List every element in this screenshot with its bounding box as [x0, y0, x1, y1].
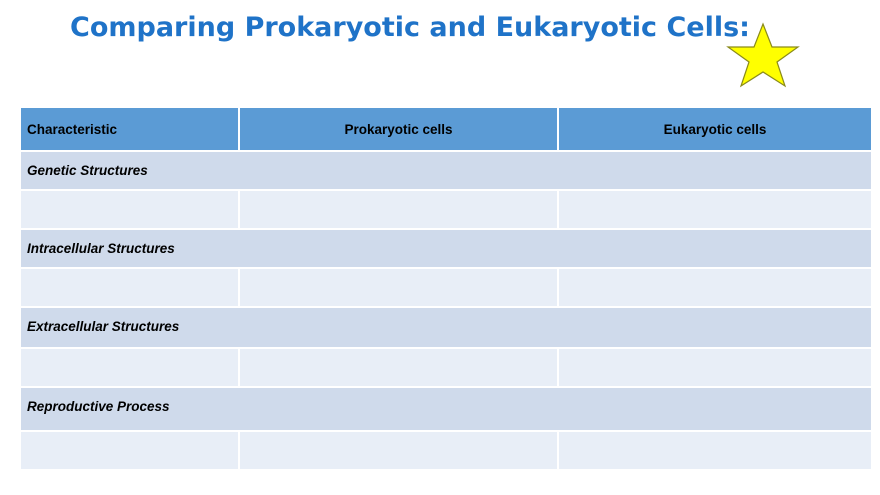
- table-cell[interactable]: [557, 347, 873, 388]
- table-row: [19, 430, 873, 471]
- comparison-table: Characteristic Prokaryotic cells Eukaryo…: [19, 106, 873, 471]
- table-cell[interactable]: [19, 189, 240, 230]
- section-row-reproductive: Reproductive Process: [19, 386, 873, 432]
- section-row-genetic: Genetic Structures: [19, 150, 873, 191]
- table-cell[interactable]: [238, 347, 559, 388]
- slide-title: Comparing Prokaryotic and Eukaryotic Cel…: [70, 12, 750, 43]
- table-cell[interactable]: [557, 267, 873, 308]
- section-row-intracellular: Intracellular Structures: [19, 228, 873, 269]
- section-label: Extracellular Structures: [19, 306, 873, 349]
- table-cell[interactable]: [19, 347, 240, 388]
- table-row: [19, 189, 873, 230]
- column-header-prokaryotic: Prokaryotic cells: [238, 106, 559, 152]
- table-cell[interactable]: [557, 189, 873, 230]
- table-cell[interactable]: [19, 267, 240, 308]
- section-row-extracellular: Extracellular Structures: [19, 306, 873, 349]
- table-cell[interactable]: [19, 430, 240, 471]
- section-label: Genetic Structures: [19, 150, 873, 191]
- star-icon: [726, 22, 800, 88]
- table-cell[interactable]: [238, 267, 559, 308]
- table-cell[interactable]: [557, 430, 873, 471]
- section-label: Intracellular Structures: [19, 228, 873, 269]
- table-header-row: Characteristic Prokaryotic cells Eukaryo…: [19, 106, 873, 152]
- column-header-eukaryotic: Eukaryotic cells: [557, 106, 873, 152]
- table-row: [19, 347, 873, 388]
- table-cell[interactable]: [238, 430, 559, 471]
- column-header-characteristic: Characteristic: [19, 106, 240, 152]
- section-label: Reproductive Process: [19, 386, 873, 432]
- table-cell[interactable]: [238, 189, 559, 230]
- table-row: [19, 267, 873, 308]
